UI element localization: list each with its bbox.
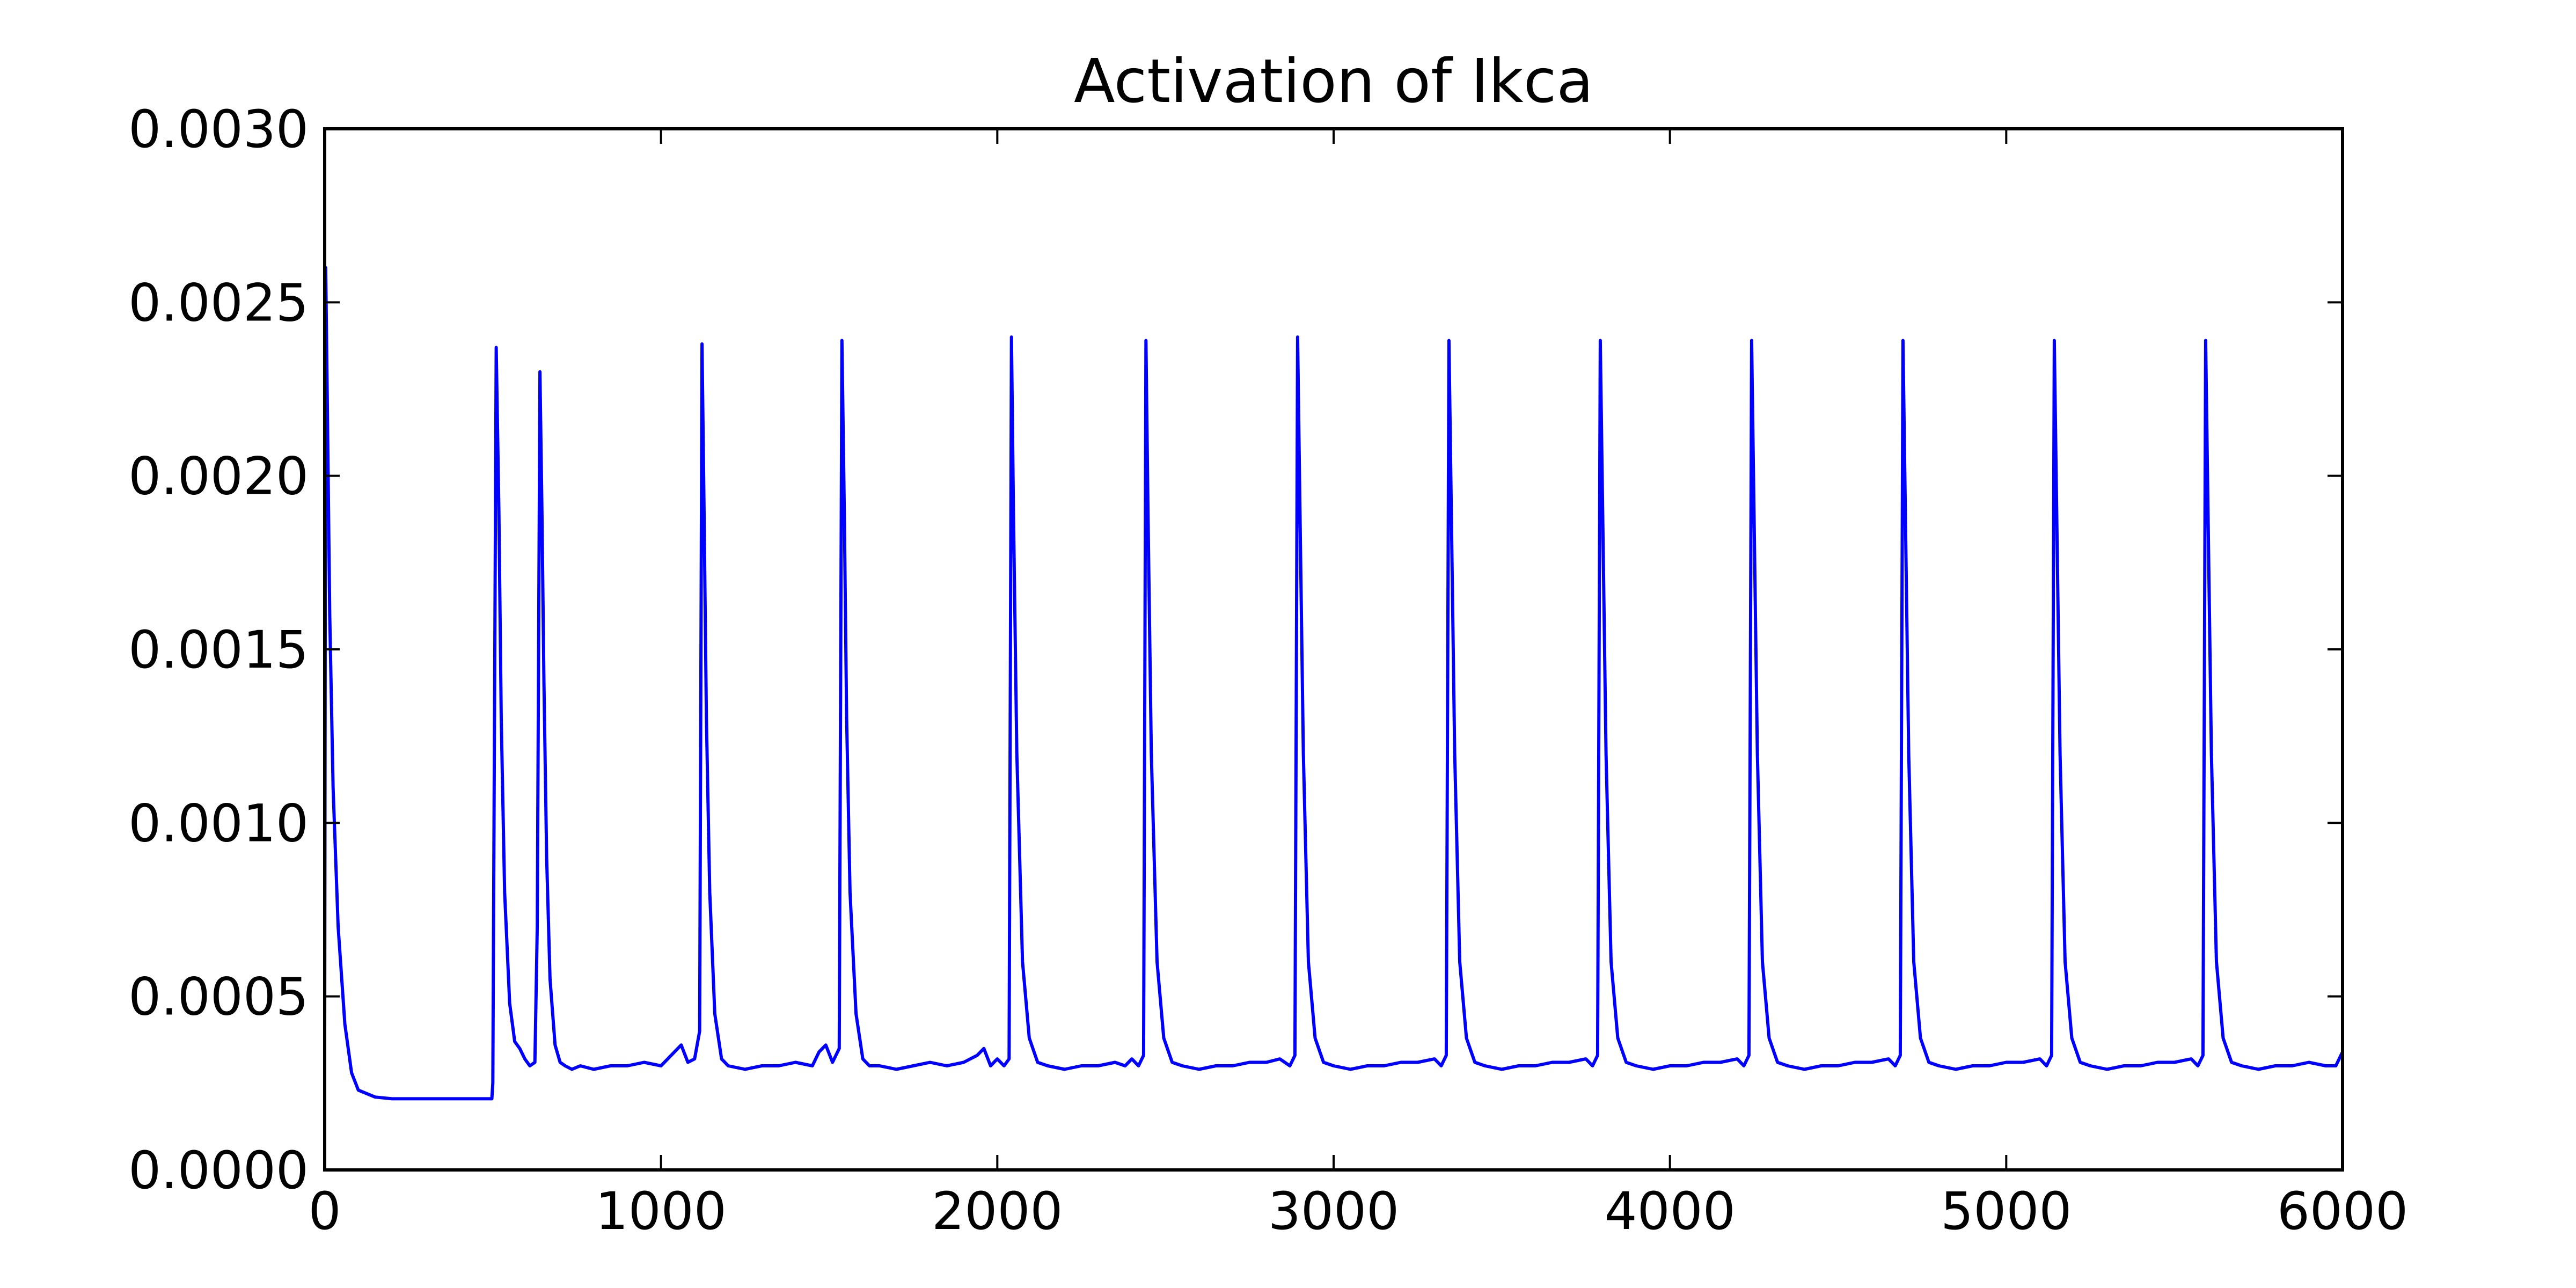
y-tick-label: 0.0020 [128, 447, 309, 507]
x-tick-label: 5000 [1941, 1181, 2072, 1241]
chart-title: Activation of Ikca [1074, 47, 1593, 116]
x-tick-label: 6000 [2277, 1181, 2408, 1241]
axes-frame [323, 127, 2344, 1172]
x-tick-label: 1000 [596, 1181, 727, 1241]
y-tick-label: 0.0005 [128, 967, 309, 1027]
x-tick-label: 0 [308, 1181, 341, 1241]
x-tick-label: 4000 [1605, 1181, 1736, 1241]
ticks-layer: 0 1000 2000 3000 4000 5000 6000 0.0000 0.0005 0.0… [128, 99, 2408, 1241]
series-line-0 [323, 266, 2344, 1101]
x-tick-label: 3000 [1268, 1181, 1399, 1241]
y-tick-label: 0.0025 [128, 273, 309, 333]
series-layer [323, 266, 2344, 1101]
y-tick-label: 0.0015 [128, 620, 309, 680]
y-tick-label: 0.0010 [128, 793, 309, 853]
y-tick-label: 0.0000 [128, 1140, 309, 1201]
y-tick-label: 0.0030 [128, 99, 309, 159]
x-tick-label: 2000 [932, 1181, 1063, 1241]
